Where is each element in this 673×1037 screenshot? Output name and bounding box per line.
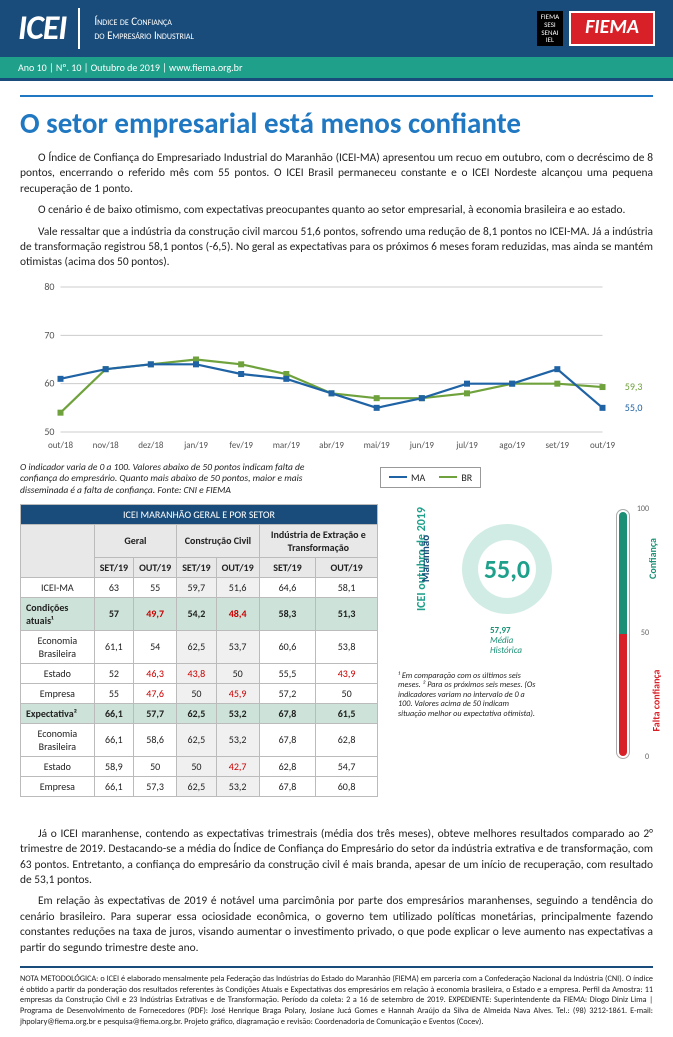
svg-text:ago/19: ago/19 (499, 440, 525, 451)
thermometer: 100 50 0 Confiança Falta confiança (605, 504, 641, 764)
paragraph-5: Em relação às expectativas de 2019 é not… (20, 894, 653, 956)
gauge-column: ICEI outubro de 2019 Maranhão 55,0 57,97… (390, 504, 653, 797)
therm-tick-100: 100 (637, 504, 649, 514)
content: O setor empresarial está menos confiante… (0, 81, 673, 1037)
therm-label-lack: Falta confiança (649, 669, 662, 731)
header-subtitle: Índice de Confiança do Empresário Indust… (94, 15, 193, 41)
thermometer-track (617, 510, 629, 758)
svg-text:mai/19: mai/19 (364, 440, 391, 451)
legend-ma: MA (389, 471, 425, 484)
svg-text:59,3: 59,3 (625, 380, 643, 393)
gauge-vert-label-2: Maranhão (419, 535, 432, 582)
footer-note: NOTA METODOLÓGICA: o ICEI é elaborado me… (20, 974, 653, 1027)
chart-legend: MA BR (380, 467, 481, 488)
svg-text:dez/18: dez/18 (138, 440, 164, 451)
legend-ma-label: MA (411, 471, 425, 484)
icei-logo: ICEI (18, 8, 80, 49)
issue-bar: Ano 10 | Nº. 10 | Outubro de 2019 | www.… (0, 57, 673, 81)
footer-separator (20, 966, 653, 968)
two-column: ICEI MARANHÃO GERAL E POR SETOR GeralCon… (20, 504, 653, 797)
svg-text:jul/19: jul/19 (455, 440, 478, 451)
subtitle-line1: Índice de Confiança (94, 15, 193, 28)
paragraph-1: O Índice de Confiança do Empresariado In… (20, 151, 653, 197)
gauge-historic: 57,97 Média Histórica (490, 626, 522, 656)
svg-text:jun/19: jun/19 (409, 440, 435, 451)
main-title: O setor empresarial está menos confiante (20, 95, 653, 141)
svg-text:70: 70 (44, 328, 54, 341)
fiema-logo: FIEMA (569, 11, 655, 46)
therm-label-confidence: Confiança (646, 538, 659, 579)
legend-br: BR (439, 471, 472, 484)
chart-note: O indicador varia de 0 a 100. Valores ab… (20, 462, 340, 496)
svg-text:out/18: out/18 (48, 440, 74, 451)
paragraph-3: Vale ressaltar que a indústria da constr… (20, 225, 653, 271)
svg-text:fev/19: fev/19 (229, 440, 253, 451)
table-body: ICEI-MA635559,751,664,658,1Condições atu… (21, 577, 378, 796)
gauge-value: 55,0 (462, 524, 552, 614)
svg-text:jan/19: jan/19 (183, 440, 208, 451)
line-chart: 50 60 70 80 out/18 nov/18 dez/18 jan/19 fev/19 ma… (20, 279, 653, 454)
svg-text:55,0: 55,0 (625, 401, 643, 414)
small-logo: FIEMA SESI SENAI IEL (537, 11, 563, 46)
therm-tick-50: 50 (641, 628, 649, 638)
svg-text:set/19: set/19 (546, 440, 570, 451)
legend-br-label: BR (461, 471, 472, 484)
header-left: ICEI Índice de Confiança do Empresário I… (18, 8, 194, 49)
data-table: ICEI MARANHÃO GERAL E POR SETOR GeralCon… (20, 504, 378, 797)
header-bar: ICEI Índice de Confiança do Empresário I… (0, 0, 673, 57)
svg-text:60: 60 (44, 376, 54, 389)
svg-text:80: 80 (44, 280, 54, 293)
paragraph-2: O cenário é de baixo otimismo, com expec… (20, 203, 653, 218)
paragraph-4: Já o ICEI maranhense, contendo as expect… (20, 827, 653, 889)
table-group-row: GeralConstrução CivilIndústria de Extraç… (21, 524, 378, 557)
table-wrap: ICEI MARANHÃO GERAL E POR SETOR GeralCon… (20, 504, 378, 797)
subtitle-line2: do Empresário Industrial (94, 29, 193, 42)
table-title: ICEI MARANHÃO GERAL E POR SETOR (21, 504, 378, 524)
gauge-note: ¹ Em comparação com os últimos seis mese… (398, 672, 538, 719)
svg-text:abr/19: abr/19 (319, 440, 344, 451)
therm-tick-0: 0 (645, 752, 649, 762)
gauge-hist-lbl: Média Histórica (490, 635, 522, 656)
svg-text:mar/19: mar/19 (273, 440, 301, 451)
svg-text:50: 50 (44, 425, 54, 438)
svg-text:nov/18: nov/18 (93, 440, 120, 451)
header-logos: FIEMA SESI SENAI IEL FIEMA (537, 11, 655, 46)
svg-text:out/19: out/19 (590, 440, 616, 451)
